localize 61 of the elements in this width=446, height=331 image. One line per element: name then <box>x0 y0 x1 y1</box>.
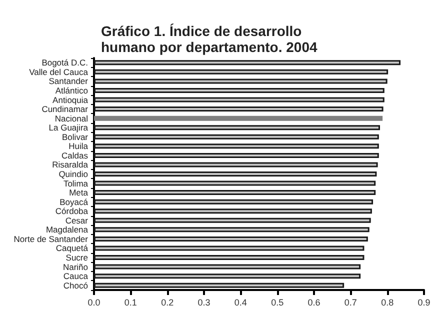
y-tick-label: Sucre <box>66 252 88 263</box>
y-tick-label: Nariño <box>62 262 88 272</box>
bar <box>94 227 370 232</box>
y-tick-label: Quindio <box>58 169 88 179</box>
bar <box>94 134 379 140</box>
y-tick-label: Magdalena <box>46 224 88 235</box>
chart-title: Gráfico 1. Índice de desarrollo humano por departamento. 2004 <box>101 23 318 55</box>
x-tick-label: 0.4 <box>234 298 247 308</box>
bar <box>94 144 379 149</box>
y-tick-label: Nacional <box>54 113 88 124</box>
bar <box>94 274 361 279</box>
bar <box>94 199 374 204</box>
y-tick-label: Santander <box>48 76 88 86</box>
y-tick-label: Valle del Cauca <box>29 66 88 77</box>
y-tick-label: Meta <box>69 188 88 198</box>
bar <box>94 282 344 288</box>
y-tick-label: Huila <box>68 141 88 152</box>
bar <box>94 116 383 121</box>
x-tick-label: 0.5 <box>271 298 284 308</box>
bar <box>94 69 388 74</box>
bar <box>94 236 368 242</box>
y-tick-label: Tolima <box>63 178 88 188</box>
y-tick-label: Cauca <box>63 271 88 282</box>
x-tick-label: 0.6 <box>308 298 320 308</box>
bar <box>94 125 380 130</box>
x-tick-label: 0.3 <box>198 298 210 308</box>
bar <box>94 208 372 214</box>
y-tick-label: La Guajira <box>48 122 88 133</box>
x-tick-label: 0.1 <box>124 298 137 308</box>
bar <box>94 218 371 223</box>
bar <box>94 60 401 66</box>
y-tick-label: Risaralda <box>52 160 88 170</box>
bar <box>94 255 364 260</box>
x-tick-label: 0.2 <box>161 298 174 308</box>
bar <box>94 88 384 93</box>
bar <box>94 106 384 112</box>
bar <box>94 162 378 168</box>
y-tick-label: Antioquia <box>52 94 88 105</box>
x-tick-label: 0.8 <box>381 298 394 308</box>
y-tick-label: Bogotá D.C. <box>42 58 88 68</box>
y-tick-label: Caquetá <box>56 243 88 254</box>
y-tick-label: Boyacá <box>60 196 88 207</box>
y-tick-label: Atlántico <box>55 85 88 96</box>
y-tick-label: Chocó <box>63 280 88 290</box>
y-tick-label: Córdoba <box>55 206 88 216</box>
bar <box>94 180 376 186</box>
bar <box>94 152 379 158</box>
y-tick-label: Bolivar <box>62 132 88 142</box>
y-tick-label: Cesar <box>65 215 88 226</box>
y-tick-label: Caldas <box>62 150 88 160</box>
x-tick-label: 0.9 <box>418 298 430 308</box>
y-tick-label: Norte de Santander <box>14 234 88 244</box>
y-tick-label: Cundinamar <box>42 104 88 114</box>
bar <box>94 246 364 251</box>
x-tick-label: 0.7 <box>344 298 357 308</box>
x-tick-label: 0.0 <box>88 298 100 308</box>
bar <box>94 172 377 176</box>
bar <box>94 97 384 102</box>
bar <box>94 190 376 196</box>
bar <box>94 264 361 270</box>
bar <box>94 78 388 84</box>
